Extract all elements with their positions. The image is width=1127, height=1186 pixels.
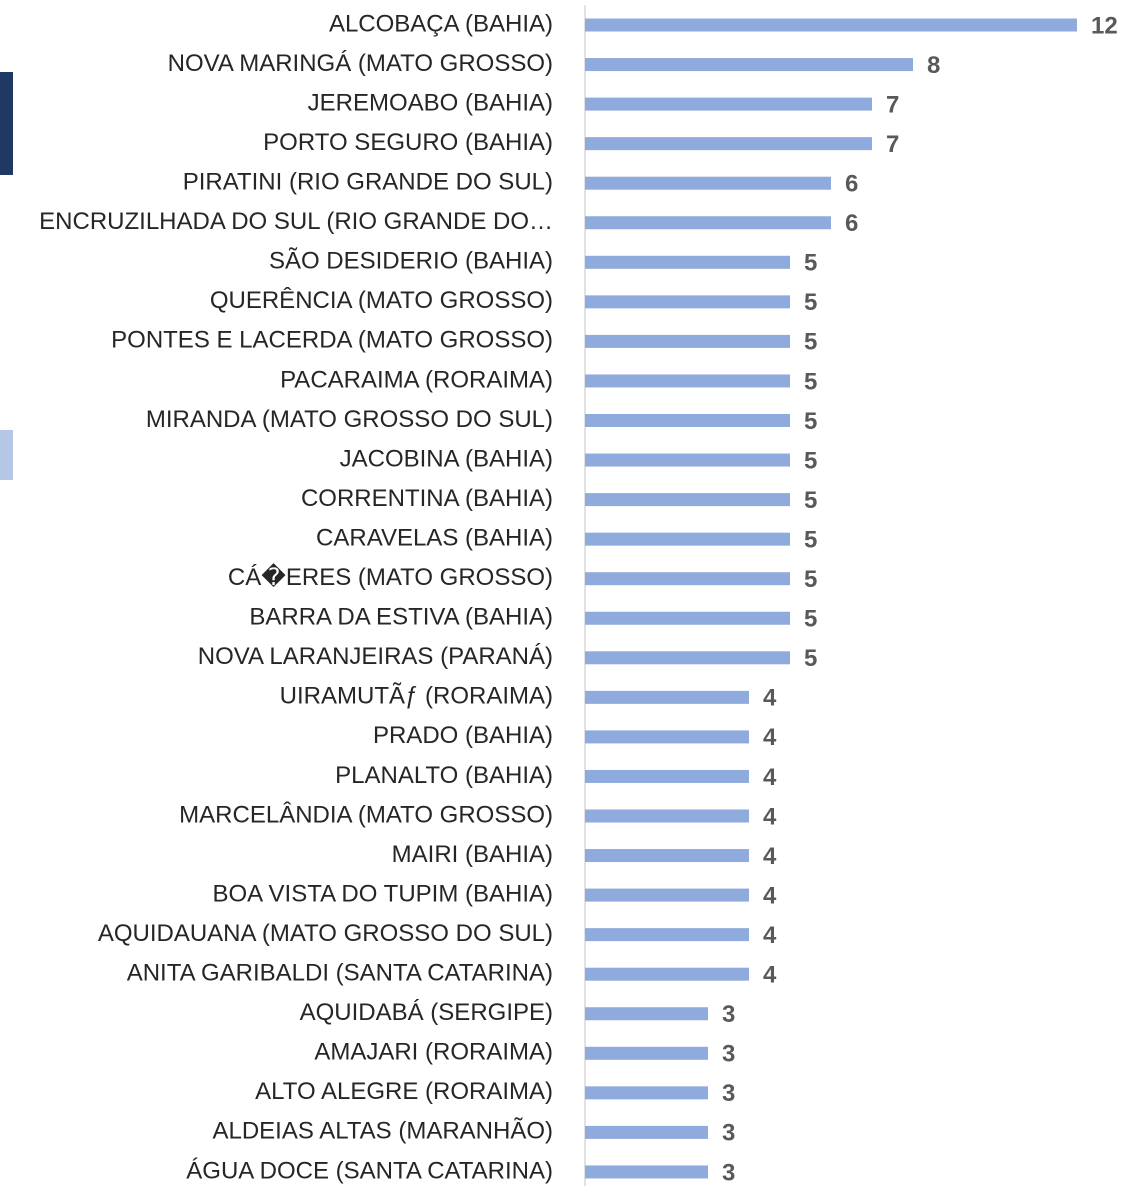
bar xyxy=(585,255,790,269)
value-label: 3 xyxy=(722,1001,735,1028)
value-label: 3 xyxy=(722,1080,735,1107)
category-label: AQUIDAUANA (MATO GROSSO DO SUL) xyxy=(98,920,553,947)
bar xyxy=(585,849,749,863)
category-label: SÃO DESIDERIO (BAHIA) xyxy=(269,248,553,275)
value-label: 5 xyxy=(804,645,817,672)
value-label: 5 xyxy=(804,289,817,316)
value-label: 4 xyxy=(763,922,777,949)
value-label: 3 xyxy=(722,1120,735,1147)
category-label: MARCELÂNDIA (MATO GROSSO) xyxy=(179,801,553,828)
side-block xyxy=(0,430,13,480)
bar xyxy=(585,769,749,783)
bar xyxy=(585,572,790,586)
side-block xyxy=(0,72,13,175)
value-label: 4 xyxy=(763,724,777,751)
value-label: 5 xyxy=(804,368,817,395)
category-label: QUERÊNCIA (MATO GROSSO) xyxy=(210,287,553,314)
category-label: ENCRUZILHADA DO SUL (RIO GRANDE DO… xyxy=(39,208,553,235)
value-label: 7 xyxy=(886,91,899,118)
bar xyxy=(585,216,831,230)
value-label: 12 xyxy=(1091,12,1118,39)
category-label: ANITA GARIBALDI (SANTA CATARINA) xyxy=(127,960,553,987)
value-label: 5 xyxy=(804,566,817,593)
value-label: 5 xyxy=(804,606,817,633)
bar xyxy=(585,493,790,507)
category-label: BARRA DA ESTIVA (BAHIA) xyxy=(249,604,553,631)
category-label: JACOBINA (BAHIA) xyxy=(340,445,553,472)
bar xyxy=(585,58,913,72)
value-label: 5 xyxy=(804,250,817,277)
category-label: PACARAIMA (RORAIMA) xyxy=(280,366,553,393)
value-label: 4 xyxy=(763,685,777,712)
bar xyxy=(585,532,790,546)
category-label: NOVA MARINGÁ (MATO GROSSO) xyxy=(168,50,553,77)
value-label: 3 xyxy=(722,1041,735,1068)
bar xyxy=(585,730,749,744)
bar xyxy=(585,1046,708,1060)
bar xyxy=(585,176,831,190)
bar xyxy=(585,1086,708,1100)
bar xyxy=(585,453,790,467)
bar xyxy=(585,1125,708,1139)
bar xyxy=(585,374,790,388)
category-label: BOA VISTA DO TUPIM (BAHIA) xyxy=(212,880,553,907)
bar xyxy=(585,651,790,665)
category-label: CARAVELAS (BAHIA) xyxy=(316,524,553,551)
bar xyxy=(585,690,749,704)
category-label: JEREMOABO (BAHIA) xyxy=(308,89,553,116)
bar xyxy=(585,611,790,625)
value-label: 4 xyxy=(763,764,777,791)
bar xyxy=(585,888,749,902)
bar xyxy=(585,414,790,427)
category-label: PIRATINI (RIO GRANDE DO SUL) xyxy=(183,169,553,196)
bar xyxy=(585,809,749,823)
category-label: CÁ�ERES (MATO GROSSO) xyxy=(228,563,553,591)
value-label: 6 xyxy=(845,171,858,198)
value-label: 4 xyxy=(763,882,777,909)
bar xyxy=(585,137,872,151)
category-label: PONTES E LACERDA (MATO GROSSO) xyxy=(111,327,553,354)
value-label: 8 xyxy=(927,52,940,79)
category-label: UIRAMUTÃƒ (RORAIMA) xyxy=(280,683,553,710)
category-label: MIRANDA (MATO GROSSO DO SUL) xyxy=(146,406,553,433)
bar xyxy=(585,295,790,309)
value-label: 5 xyxy=(804,447,817,474)
value-label: 4 xyxy=(763,803,777,830)
bar xyxy=(585,18,1077,32)
category-label: PRADO (BAHIA) xyxy=(373,722,553,749)
value-label: 4 xyxy=(763,843,777,870)
value-label: 5 xyxy=(804,329,817,356)
category-label: NOVA LARANJEIRAS (PARANÁ) xyxy=(198,643,553,670)
value-label: 4 xyxy=(763,962,777,989)
bar xyxy=(585,1007,708,1021)
bar xyxy=(585,97,872,111)
bar xyxy=(585,334,790,348)
category-label: ALCOBAÇA (BAHIA) xyxy=(329,10,553,37)
category-label: AMAJARI (RORAIMA) xyxy=(314,1039,553,1066)
category-label: AQUIDABÁ (SERGIPE) xyxy=(300,999,553,1026)
category-label: ÁGUA DOCE (SANTA CATARINA) xyxy=(186,1157,553,1184)
value-label: 6 xyxy=(845,210,858,237)
value-label: 7 xyxy=(886,131,899,158)
value-label: 5 xyxy=(804,526,817,553)
bar xyxy=(585,967,749,981)
category-label: ALTO ALEGRE (RORAIMA) xyxy=(255,1078,553,1105)
category-label: CORRENTINA (BAHIA) xyxy=(301,485,553,512)
category-label: MAIRI (BAHIA) xyxy=(392,841,553,868)
category-label: ALDEIAS ALTAS (MARANHÃO) xyxy=(212,1118,553,1145)
category-label: PORTO SEGURO (BAHIA) xyxy=(263,129,553,156)
category-label: PLANALTO (BAHIA) xyxy=(335,762,553,789)
value-label: 5 xyxy=(804,487,817,514)
value-label: 3 xyxy=(722,1159,735,1186)
value-label: 5 xyxy=(804,408,817,435)
bar xyxy=(585,928,749,942)
bar xyxy=(585,1165,708,1179)
